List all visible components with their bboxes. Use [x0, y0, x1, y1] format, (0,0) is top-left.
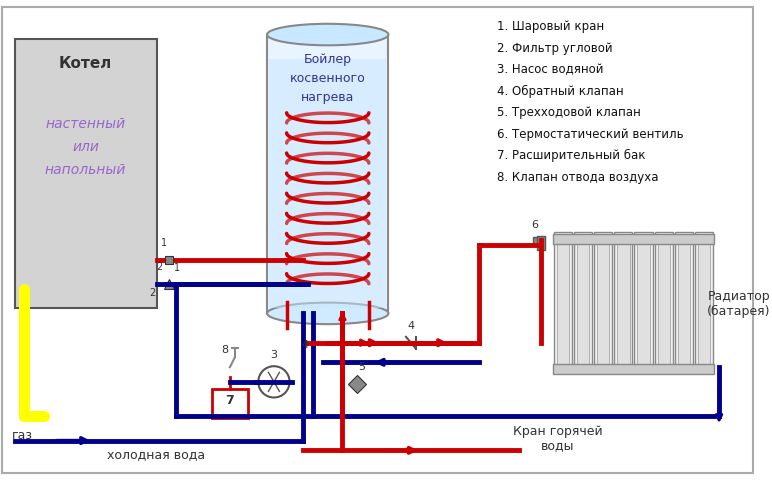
Bar — [533, 237, 537, 245]
Text: 8. Клапан отвода воздуха: 8. Клапан отвода воздуха — [497, 171, 659, 184]
Text: 3. Насос водяной: 3. Насос водяной — [497, 63, 604, 76]
Bar — [617, 240, 629, 364]
Text: 5: 5 — [358, 362, 365, 372]
Text: 1. Шаровый кран: 1. Шаровый кран — [497, 20, 604, 33]
Bar — [574, 232, 592, 372]
Bar — [269, 59, 387, 309]
Text: 2: 2 — [150, 288, 156, 298]
Bar — [695, 232, 713, 372]
Ellipse shape — [267, 24, 388, 45]
Bar — [678, 240, 690, 364]
Text: 6: 6 — [532, 220, 539, 230]
Polygon shape — [15, 39, 157, 309]
Bar — [557, 240, 569, 364]
Text: 1: 1 — [161, 238, 168, 248]
Bar — [594, 232, 612, 372]
Text: 7. Расширительный бак: 7. Расширительный бак — [497, 149, 645, 162]
Text: Кран горячей
воды: Кран горячей воды — [513, 425, 602, 453]
Bar — [537, 236, 545, 250]
Bar — [655, 232, 673, 372]
Text: 4. Обратный клапан: 4. Обратный клапан — [497, 85, 624, 98]
Text: Котел: Котел — [59, 57, 112, 72]
Bar — [267, 35, 388, 313]
Text: 5. Трехходовой клапан: 5. Трехходовой клапан — [497, 106, 641, 120]
Text: 4: 4 — [408, 321, 415, 331]
Bar — [675, 232, 693, 372]
Text: настенный
или
напольный: настенный или напольный — [45, 117, 127, 177]
Bar — [554, 232, 572, 372]
Bar — [553, 364, 714, 374]
Text: 3: 3 — [270, 350, 277, 360]
Text: 2. Фильтр угловой: 2. Фильтр угловой — [497, 42, 613, 55]
Text: 2: 2 — [157, 263, 163, 272]
Text: 7: 7 — [225, 395, 234, 408]
Bar — [597, 240, 609, 364]
Text: Бойлер
косвенного
нагрева: Бойлер косвенного нагрева — [290, 53, 366, 104]
Bar — [615, 232, 632, 372]
Text: газ: газ — [12, 429, 33, 442]
Text: 1: 1 — [174, 264, 181, 273]
Ellipse shape — [267, 302, 388, 324]
Bar — [553, 234, 714, 244]
Bar — [635, 232, 652, 372]
Text: 6. Термостатический вентиль: 6. Термостатический вентиль — [497, 128, 684, 141]
Bar — [698, 240, 710, 364]
Bar — [577, 240, 589, 364]
Text: холодная вода: холодная вода — [107, 448, 205, 461]
Bar — [638, 240, 650, 364]
Text: 4: 4 — [302, 340, 309, 349]
Text: Радиатор
(батарея): Радиатор (батарея) — [707, 289, 770, 318]
Text: 8: 8 — [222, 345, 229, 355]
Bar — [212, 389, 248, 418]
Bar — [658, 240, 670, 364]
